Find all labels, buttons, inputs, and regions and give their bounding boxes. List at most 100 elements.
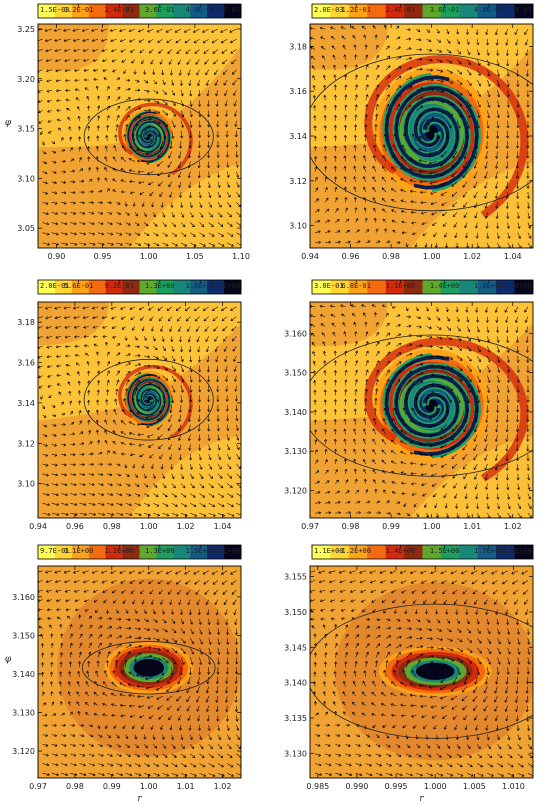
velocity-arrow — [354, 54, 358, 60]
velocity-arrow — [373, 408, 377, 415]
velocity-arrow — [197, 171, 201, 179]
colorbar-segment — [88, 4, 107, 18]
velocity-arrow — [411, 670, 417, 677]
velocity-arrow — [354, 341, 358, 347]
velocity-arrow — [216, 375, 220, 383]
velocity-arrow — [496, 69, 500, 77]
velocity-arrow — [153, 395, 160, 402]
velocity-arrow — [162, 242, 169, 247]
velocity-arrow — [487, 657, 491, 665]
velocity-arrow — [232, 346, 237, 352]
velocity-arrow — [406, 66, 413, 71]
velocity-arrow — [355, 369, 358, 376]
velocity-arrow — [106, 370, 110, 376]
velocity-arrow — [315, 772, 322, 776]
velocity-arrow — [323, 399, 327, 406]
velocity-arrow — [345, 642, 349, 649]
velocity-arrow — [207, 667, 211, 675]
x-tick-label: 1.005 — [463, 782, 486, 791]
velocity-arrow — [129, 39, 136, 43]
velocity-arrow — [235, 424, 239, 431]
velocity-arrow — [203, 49, 209, 54]
velocity-arrow — [375, 54, 379, 60]
velocity-arrow — [79, 624, 83, 629]
velocity-arrow — [365, 734, 370, 738]
velocity-arrow — [451, 705, 458, 710]
velocity-arrow — [429, 140, 437, 147]
velocity-arrow — [343, 155, 347, 162]
velocity-arrow — [464, 414, 468, 423]
velocity-arrow — [51, 763, 59, 767]
velocity-arrow — [188, 181, 192, 189]
velocity-arrow — [324, 187, 328, 193]
velocity-arrow — [171, 638, 178, 643]
velocity-arrow — [365, 379, 369, 386]
velocity-arrow — [203, 580, 209, 585]
velocity-arrow — [436, 385, 445, 389]
velocity-arrow — [88, 232, 95, 236]
velocity-arrow — [410, 461, 417, 466]
velocity-arrow — [311, 342, 316, 347]
velocity-arrow — [418, 159, 427, 163]
velocity-arrow — [364, 114, 368, 121]
velocity-arrow — [123, 134, 127, 142]
velocity-arrow — [526, 90, 530, 98]
velocity-arrow — [153, 79, 157, 85]
velocity-arrow — [492, 589, 498, 595]
velocity-arrow — [406, 362, 413, 367]
velocity-arrow — [97, 189, 103, 193]
velocity-arrow — [189, 385, 193, 393]
velocity-arrow — [505, 715, 509, 722]
velocity-arrow — [495, 191, 499, 199]
velocity-arrow — [180, 638, 186, 644]
velocity-arrow — [373, 479, 377, 484]
velocity-arrow — [157, 580, 163, 585]
velocity-arrow — [426, 618, 431, 623]
velocity-arrow — [107, 473, 113, 477]
velocity-arrow — [46, 608, 52, 612]
velocity-arrow — [477, 385, 481, 393]
velocity-arrow — [504, 686, 508, 694]
velocity-arrow — [79, 473, 86, 477]
velocity-arrow — [516, 473, 520, 481]
colorbar-segment — [404, 280, 423, 294]
x-tick-label: 1.02 — [177, 522, 195, 531]
velocity-arrow — [446, 667, 453, 675]
velocity-arrow — [169, 69, 174, 76]
velocity-arrow — [153, 667, 157, 676]
velocity-arrow — [79, 420, 82, 425]
velocity-arrow — [421, 589, 427, 594]
velocity-arrow — [391, 209, 397, 213]
velocity-arrow — [385, 626, 391, 630]
velocity-arrow — [401, 144, 407, 152]
colorbar-segment — [440, 545, 460, 559]
velocity-arrow — [363, 312, 367, 317]
velocity-arrow — [375, 103, 379, 111]
velocity-arrow — [59, 671, 63, 677]
velocity-arrow — [320, 323, 326, 327]
velocity-arrow — [391, 713, 397, 717]
velocity-arrow — [495, 473, 499, 481]
velocity-arrow — [77, 711, 81, 716]
velocity-arrow — [355, 744, 361, 747]
velocity-arrow — [363, 134, 367, 142]
velocity-arrow — [115, 659, 119, 668]
velocity-arrow — [177, 676, 182, 685]
velocity-arrow — [227, 222, 233, 227]
velocity-arrow — [462, 434, 468, 442]
velocity-arrow — [134, 512, 142, 517]
velocity-arrow — [180, 734, 184, 741]
velocity-arrow — [40, 130, 43, 135]
velocity-arrow — [475, 493, 479, 500]
velocity-arrow — [466, 49, 471, 55]
velocity-arrow — [393, 669, 397, 677]
velocity-arrow — [231, 326, 237, 332]
velocity-arrow — [446, 647, 454, 652]
velocity-arrow — [88, 483, 95, 486]
velocity-arrow — [506, 483, 510, 490]
velocity-arrow — [505, 202, 509, 209]
velocity-arrow — [217, 473, 223, 479]
velocity-arrow — [476, 326, 480, 333]
velocity-arrow — [205, 599, 209, 606]
velocity-arrow — [106, 188, 110, 193]
